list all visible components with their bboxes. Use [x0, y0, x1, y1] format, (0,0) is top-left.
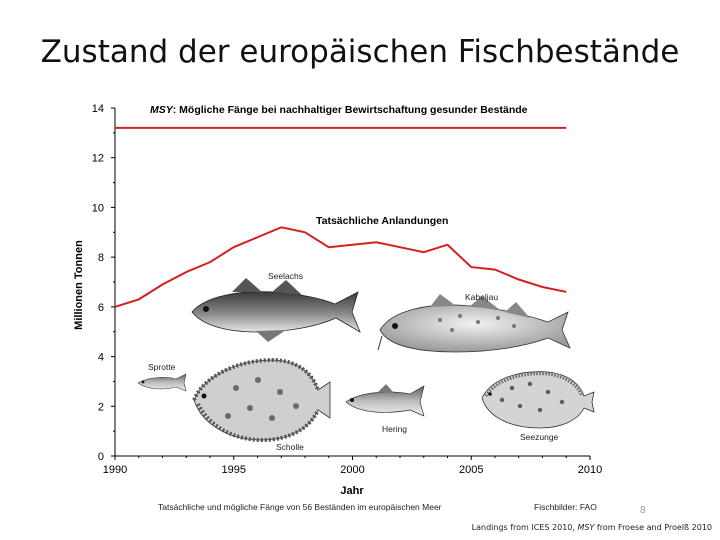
- x-tick-label: 2005: [459, 464, 483, 476]
- plaice-fish-image: [192, 357, 331, 443]
- image-credit: Fischbilder: FAO: [534, 502, 597, 512]
- cod-fish-image: [377, 294, 571, 353]
- fish-illustration-panel: [137, 262, 595, 452]
- fish-label-seelachs: Seelachs: [268, 271, 303, 281]
- pollock-fish-image: [191, 278, 361, 342]
- slide-title: Zustand der europäischen Fischbestände: [40, 34, 680, 70]
- source-note-suffix: from Froese and Proelß 2010: [594, 523, 712, 532]
- y-tick-label: 10: [92, 202, 104, 214]
- fish-label-kabeljau: Kabeljau: [465, 292, 498, 302]
- x-axis-title: Jahr: [340, 485, 364, 497]
- chart-caption: Tatsächliche und mögliche Fänge von 56 B…: [158, 502, 442, 512]
- page-number: 8: [640, 505, 646, 516]
- y-tick-label: 8: [98, 252, 104, 264]
- y-tick-label: 4: [98, 352, 104, 364]
- msy-label-text: : Mögliche Fänge bei nachhaltiger Bewirt…: [173, 104, 528, 116]
- source-note: Landings from ICES 2010, MSY from Froese…: [300, 523, 712, 532]
- landings-series-label: Tatsächliche Anlandungen: [316, 215, 448, 227]
- msy-series-label: MSY: Mögliche Fänge bei nachhaltiger Bew…: [150, 104, 528, 116]
- fish-label-sprotte: Sprotte: [148, 362, 176, 372]
- sprat-fish-image: [137, 373, 187, 392]
- herring-fish-image: [345, 384, 425, 417]
- source-note-msy: MSY: [577, 523, 595, 532]
- fish-label-seezunge: Seezunge: [520, 432, 559, 442]
- sole-fish-image: [481, 371, 595, 429]
- landings-series-line: [114, 226, 567, 308]
- fish-label-scholle: Scholle: [276, 442, 304, 452]
- fish-label-hering: Hering: [382, 424, 407, 434]
- y-tick-label: 14: [92, 103, 104, 115]
- x-tick-label: 2000: [340, 464, 364, 476]
- source-note-prefix: Landings from ICES 2010,: [471, 523, 578, 532]
- msy-label-italic: MSY: [150, 104, 174, 116]
- y-tick-label: 6: [98, 302, 104, 314]
- x-tick-label: 2010: [578, 464, 602, 476]
- y-tick-label: 2: [98, 401, 104, 413]
- y-tick-label: 0: [98, 451, 104, 463]
- x-tick-label: 1990: [103, 464, 127, 476]
- y-tick-label: 12: [92, 153, 104, 165]
- x-tick-label: 1995: [222, 464, 246, 476]
- y-axis-title: Millionen Tonnen: [73, 240, 85, 330]
